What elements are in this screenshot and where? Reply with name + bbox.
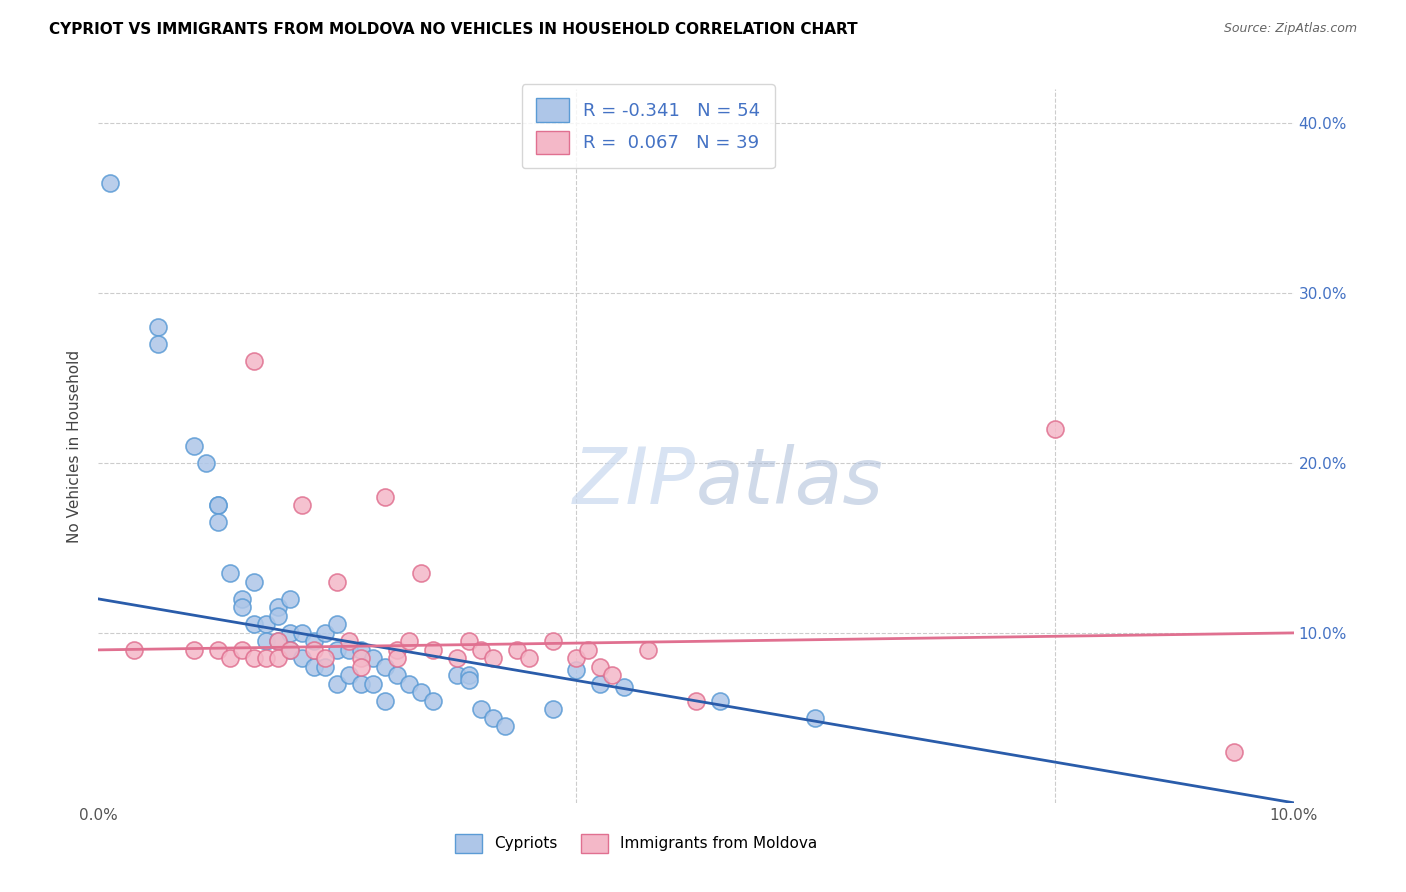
Point: [326, 643, 349, 657]
Point: [804, 711, 827, 725]
Text: Source: ZipAtlas.com: Source: ZipAtlas.com: [1223, 22, 1357, 36]
Point: [207, 516, 229, 530]
Point: [385, 651, 409, 665]
Point: [458, 673, 481, 688]
Point: [278, 591, 301, 606]
Point: [243, 574, 266, 589]
Point: [243, 651, 266, 665]
Point: [374, 694, 396, 708]
Point: [278, 643, 301, 657]
Point: [589, 677, 612, 691]
Point: [494, 719, 516, 733]
Point: [374, 660, 396, 674]
Point: [517, 651, 540, 665]
Point: [1043, 422, 1066, 436]
Point: [350, 643, 373, 657]
Point: [267, 600, 290, 615]
Y-axis label: No Vehicles in Household: No Vehicles in Household: [67, 350, 83, 542]
Point: [195, 456, 218, 470]
Point: [458, 668, 481, 682]
Point: [363, 651, 385, 665]
Point: [578, 643, 600, 657]
Point: [374, 490, 396, 504]
Point: [291, 626, 314, 640]
Point: [267, 608, 290, 623]
Point: [243, 617, 266, 632]
Point: [98, 176, 122, 190]
Point: [148, 337, 170, 351]
Point: [482, 711, 505, 725]
Point: [385, 643, 409, 657]
Point: [541, 702, 564, 716]
Point: [541, 634, 564, 648]
Point: [506, 643, 529, 657]
Point: [602, 668, 624, 682]
Point: [458, 634, 481, 648]
Point: [243, 354, 266, 368]
Point: [422, 694, 444, 708]
Point: [315, 660, 337, 674]
Point: [267, 651, 290, 665]
Point: [219, 566, 242, 581]
Point: [350, 660, 373, 674]
Point: [1223, 745, 1246, 759]
Point: [589, 660, 612, 674]
Point: [254, 651, 277, 665]
Point: [183, 643, 205, 657]
Point: [315, 626, 337, 640]
Point: [398, 677, 420, 691]
Point: [278, 626, 301, 640]
Point: [470, 702, 492, 716]
Point: [709, 694, 731, 708]
Point: [267, 634, 290, 648]
Point: [291, 651, 314, 665]
Point: [422, 643, 444, 657]
Point: [231, 643, 253, 657]
Point: [446, 651, 468, 665]
Point: [446, 668, 468, 682]
Point: [219, 651, 242, 665]
Point: [302, 643, 325, 657]
Point: [326, 677, 349, 691]
Point: [350, 677, 373, 691]
Point: [326, 574, 349, 589]
Point: [302, 660, 325, 674]
Point: [339, 643, 361, 657]
Point: [267, 634, 290, 648]
Point: [339, 668, 361, 682]
Point: [398, 634, 420, 648]
Point: [470, 643, 492, 657]
Legend: Cypriots, Immigrants from Moldova: Cypriots, Immigrants from Moldova: [449, 828, 824, 859]
Point: [411, 566, 433, 581]
Point: [385, 668, 409, 682]
Text: atlas: atlas: [696, 443, 884, 520]
Point: [482, 651, 505, 665]
Point: [148, 320, 170, 334]
Point: [183, 439, 205, 453]
Point: [363, 677, 385, 691]
Point: [339, 634, 361, 648]
Point: [231, 600, 253, 615]
Point: [207, 499, 229, 513]
Point: [231, 591, 253, 606]
Point: [254, 634, 277, 648]
Text: CYPRIOT VS IMMIGRANTS FROM MOLDOVA NO VEHICLES IN HOUSEHOLD CORRELATION CHART: CYPRIOT VS IMMIGRANTS FROM MOLDOVA NO VE…: [49, 22, 858, 37]
Point: [685, 694, 707, 708]
Point: [565, 651, 588, 665]
Point: [207, 643, 229, 657]
Point: [254, 617, 277, 632]
Point: [350, 651, 373, 665]
Point: [315, 651, 337, 665]
Point: [124, 643, 146, 657]
Point: [637, 643, 659, 657]
Point: [302, 634, 325, 648]
Point: [207, 499, 229, 513]
Point: [326, 617, 349, 632]
Point: [411, 685, 433, 699]
Point: [278, 643, 301, 657]
Text: ZIP: ZIP: [574, 443, 696, 520]
Point: [291, 499, 314, 513]
Point: [613, 680, 636, 694]
Point: [565, 663, 588, 677]
